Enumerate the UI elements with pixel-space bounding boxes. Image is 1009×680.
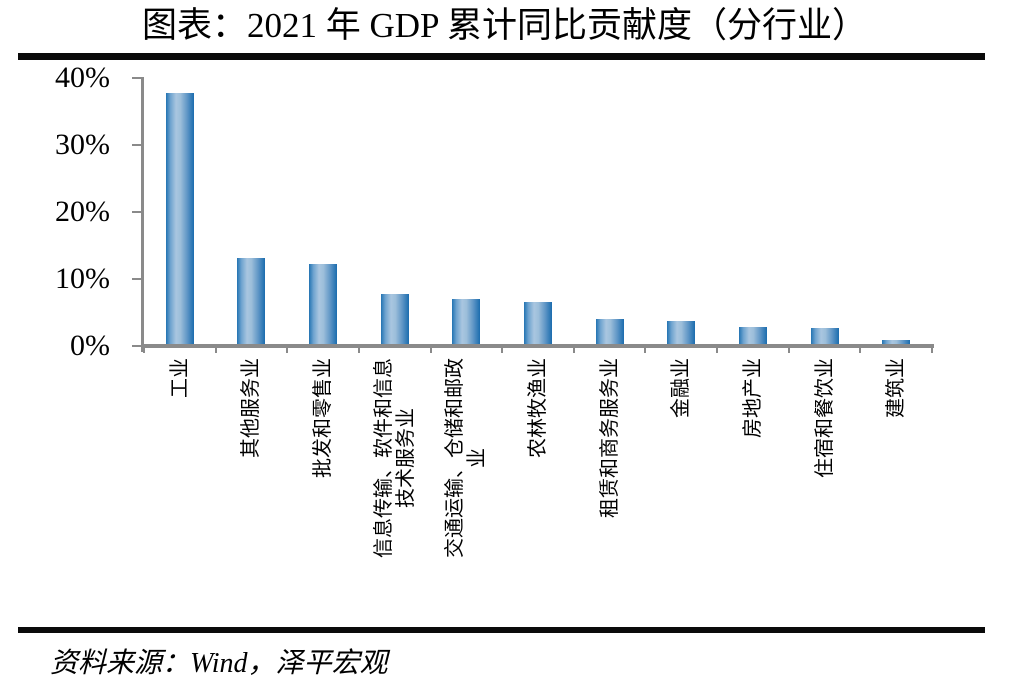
top-divider-rule [18,53,985,60]
x-axis-tick [215,347,217,353]
chart-bar [667,321,695,346]
chart-bar [381,294,409,346]
y-axis-tick [132,278,141,280]
chart-bar [596,319,624,346]
chart-bar [811,328,839,346]
x-axis-tick [430,347,432,353]
chart-bar [237,258,265,346]
x-axis-category-label: 其他服务业 [240,358,263,458]
chart-bar [882,340,910,346]
x-axis-category-label: 批发和零售业 [312,358,335,478]
x-axis-tick [716,347,718,353]
bottom-divider-rule [18,627,985,633]
x-axis-category-label: 住宿和餐饮业 [813,358,836,478]
y-axis-label: 0% [70,329,110,362]
x-axis-category-label: 金融业 [670,358,693,418]
x-axis-category-label: 交通运输、仓储和邮政 业 [444,358,489,558]
y-axis-label: 40% [55,61,110,94]
chart-bar [452,299,480,346]
y-axis-tick [132,345,141,347]
x-axis-category-label: 房地产业 [741,358,764,438]
y-axis-tick [132,211,141,213]
y-axis-tick [132,144,141,146]
chart-bar [739,327,767,346]
y-axis-tick [132,77,141,79]
x-axis-category-label: 信息传输、软件和信息 技术服务业 [372,358,417,558]
y-axis-label: 10% [55,262,110,295]
y-axis-line [141,77,144,352]
x-axis-tick [931,347,933,353]
x-axis-tick [143,347,145,353]
x-axis-tick [358,347,360,353]
x-axis-tick [501,347,503,353]
x-axis-category-label: 农林牧渔业 [527,358,549,458]
x-axis-category-label: 建筑业 [885,358,908,418]
x-axis-category-label: 租赁和商务服务业 [598,358,621,518]
chart-bar [524,302,552,346]
y-axis-label: 30% [55,128,110,161]
x-axis-tick [859,347,861,353]
chart-title: 图表：2021 年 GDP 累计同比贡献度（分行业） [142,6,867,45]
x-axis-tick [788,347,790,353]
chart-bar [309,264,337,346]
x-axis-tick [644,347,646,353]
x-axis-line [141,344,934,348]
y-axis-label: 20% [55,195,110,228]
source-citation: 资料来源：Wind，泽平宏观 [50,648,388,679]
x-axis-category-label: 工业 [168,358,191,398]
x-axis-tick [573,347,575,353]
x-axis-tick [286,347,288,353]
chart-bar [166,93,194,346]
